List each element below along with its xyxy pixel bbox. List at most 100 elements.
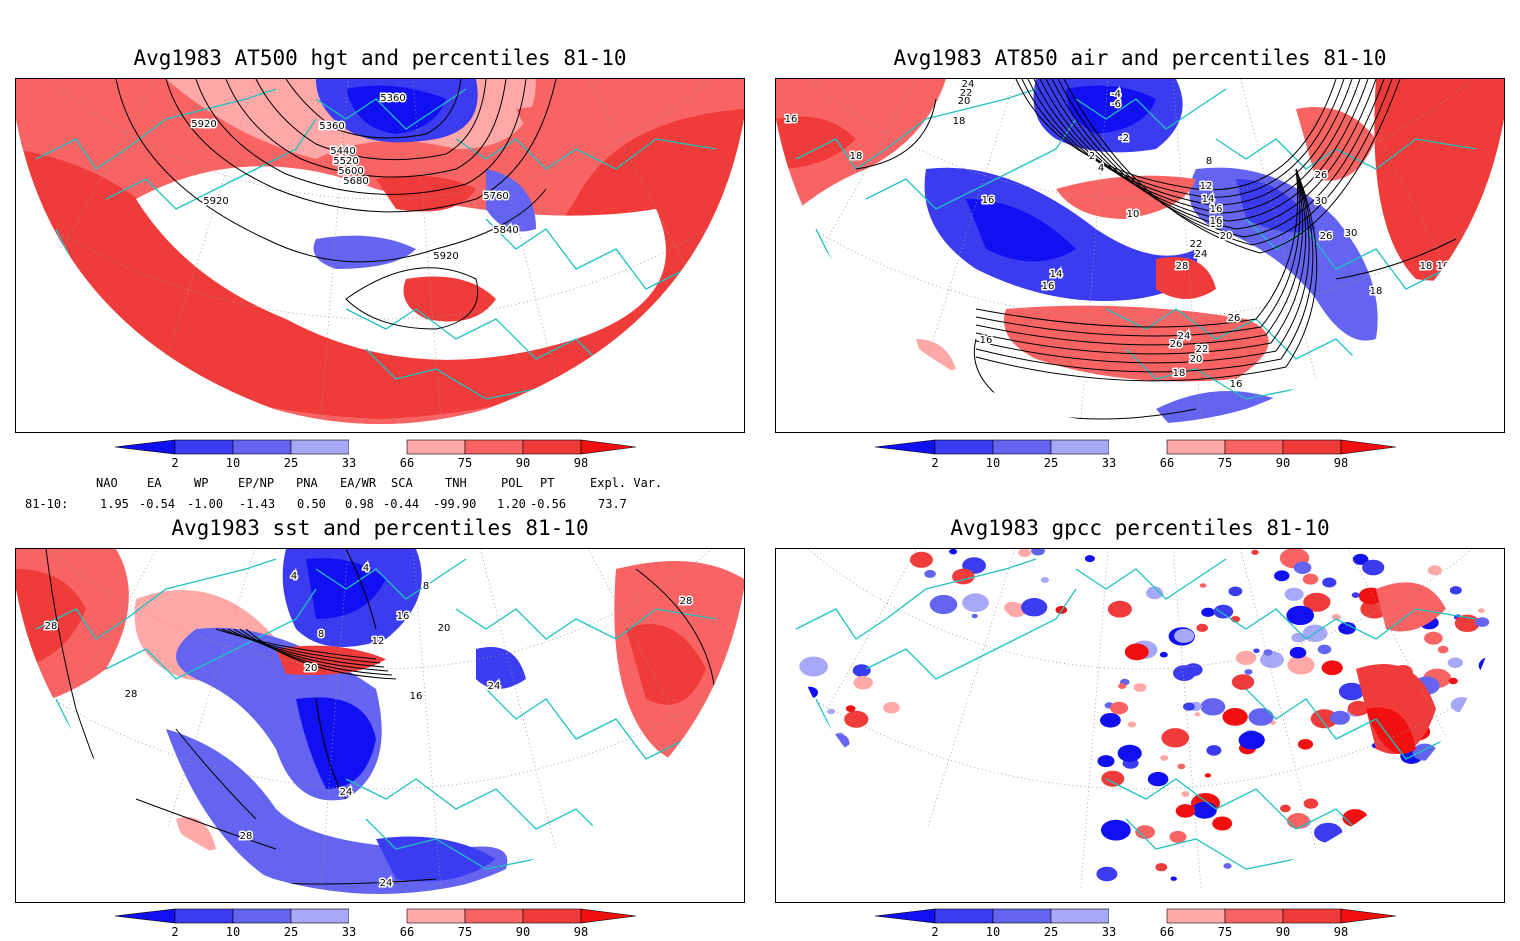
colorbar-hgt: 2 10 25 33 66 75 90 98 [114, 438, 645, 472]
colorbar-segment [464, 908, 524, 924]
colorbar-tick-label: 75 [1217, 925, 1233, 939]
contour-line [285, 79, 462, 139]
precip-percentile-cell [1331, 614, 1341, 621]
percentile-shading [403, 276, 496, 322]
precip-percentile-cell [1432, 776, 1444, 784]
map-gpcc [775, 548, 1505, 903]
index-value-pol: 1.20 [497, 497, 526, 511]
longitude-gridline [315, 79, 381, 424]
percentile-shading [1189, 167, 1378, 341]
latitude-gridline [776, 549, 1504, 670]
precip-percentile-cell [1147, 586, 1162, 597]
colorbar-tick-label: 98 [1333, 925, 1349, 939]
map-air: 24 22 20 18 18 16 16 14 16 10 12 14 16 18 20 22 24 28 26 26… [775, 78, 1505, 433]
colorbar-tick-label: 25 [1043, 925, 1059, 939]
precip-percentile-cell [1118, 683, 1127, 689]
contour-line [855, 98, 937, 170]
precip-percentile-cell [1351, 592, 1360, 598]
longitude-gridline [1139, 79, 1207, 424]
index-value-eawr: 0.98 [345, 497, 374, 511]
contour-label: 24 [962, 79, 975, 90]
contour-line [1021, 79, 1345, 198]
contour-label: 22 [1190, 239, 1203, 250]
coastline [1125, 348, 1297, 400]
precip-percentile-cell [793, 715, 823, 736]
precip-percentile-cell [1284, 587, 1304, 601]
contour-label: 18 [1420, 261, 1433, 272]
percentile-shading [176, 817, 216, 851]
precip-percentile-cell [1133, 683, 1147, 692]
map-hgt: 5360 5360 5440 5520 5600 5680 5760 5840 5920 5920… [15, 78, 745, 433]
coastline [1075, 88, 1227, 130]
contour-label: -4 [1111, 89, 1121, 100]
precip-percentile-cell [1284, 866, 1309, 884]
colorbar-tick-label: 2 [931, 456, 939, 470]
coastline [365, 818, 537, 870]
precip-percentile-cell [1021, 598, 1048, 617]
coastline [485, 688, 687, 760]
percentile-shading [376, 836, 496, 882]
coastline [105, 118, 317, 210]
contour-label: 16 [410, 691, 423, 702]
colorbar-segment [174, 439, 234, 455]
longitude-gridline [1075, 549, 1141, 894]
colorbar-tick-label: 90 [515, 456, 531, 470]
precip-percentile-cell [853, 675, 873, 690]
longitude-gridline [379, 79, 447, 424]
panel-title-air: Avg1983 AT850 air and percentiles 81-10 [893, 46, 1387, 70]
colorbar-tick-label: 10 [225, 456, 241, 470]
colorbar-tick-label: 98 [573, 456, 589, 470]
colorbar-segment [406, 439, 466, 455]
colorbar-segment [464, 439, 524, 455]
contour-label: 5360 [319, 121, 344, 132]
colorbar-segment [992, 439, 1052, 455]
contour-label: 8 [1206, 156, 1212, 167]
precip-percentile-cell [1444, 753, 1453, 760]
colorbar-arrow-high [1340, 908, 1397, 924]
contour-label: 24 [486, 878, 499, 889]
precip-percentile-cell [789, 713, 812, 729]
coastline [315, 88, 467, 130]
contour-label: 8 [318, 629, 324, 640]
index-value-tnh: -99.90 [433, 497, 477, 511]
latitude-gridline [776, 79, 1504, 200]
contour-label: 5760 [483, 191, 508, 202]
precip-percentile-cell [1302, 573, 1319, 585]
contour-label: 16 [980, 335, 993, 346]
precip-percentile-cell [844, 710, 869, 728]
contour-label: 5680 [343, 176, 368, 187]
percentile-shading [476, 647, 526, 689]
percentile-shading [776, 116, 856, 169]
contour-label: 5920 [433, 251, 458, 262]
colorbar-tick-label: 2 [171, 925, 179, 939]
precip-percentile-cell [1127, 721, 1137, 728]
contour-label: 20 [438, 623, 451, 634]
precip-percentile-cell [1286, 605, 1314, 626]
precip-percentile-cell [1117, 744, 1142, 762]
percentile-shading [966, 199, 1076, 262]
precip-percentile-cell [1287, 655, 1315, 675]
colorbar-tick-label: 25 [1043, 456, 1059, 470]
colorbar-tick-label: 25 [283, 925, 299, 939]
percentile-shading [376, 175, 476, 212]
contour-line [221, 628, 381, 664]
index-value-explvar: 73.7 [598, 497, 627, 511]
colorbar-arrow-low [874, 908, 936, 924]
contour-line [239, 628, 393, 676]
precip-percentile-cell [1192, 801, 1217, 819]
contour-line [975, 168, 1318, 382]
precip-percentile-cell [1201, 607, 1215, 617]
precip-percentile-cell [1263, 649, 1273, 656]
precip-percentile-cell [1387, 815, 1412, 833]
precip-percentile-cell [1223, 863, 1232, 869]
precip-percentile-cell [1280, 804, 1291, 813]
latitude-gridline [16, 79, 744, 200]
precip-percentile-cell [1124, 643, 1149, 661]
contour-label: 8 [423, 581, 429, 592]
percentile-shading [346, 85, 446, 134]
precip-percentile-cell [1147, 771, 1169, 787]
coastline [105, 588, 317, 680]
contour-label: 24 [1195, 249, 1208, 260]
contour-line [245, 628, 397, 680]
colorbar-segment [1109, 440, 1167, 454]
